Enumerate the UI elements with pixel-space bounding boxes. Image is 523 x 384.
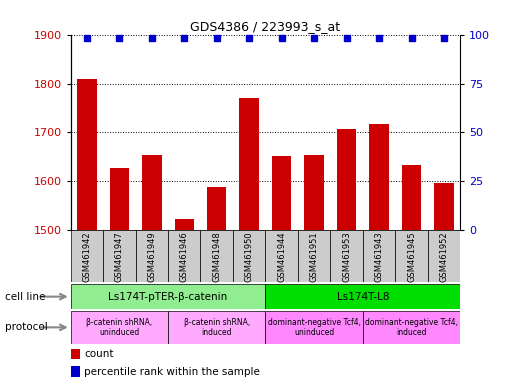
Bar	[103, 230, 135, 282]
Bar	[331, 230, 363, 282]
Text: Ls174T-L8: Ls174T-L8	[337, 291, 389, 302]
Text: GSM461950: GSM461950	[245, 231, 254, 281]
Bar	[135, 230, 168, 282]
Bar	[240, 98, 259, 230]
Bar	[272, 156, 291, 230]
Bar	[337, 129, 356, 230]
Bar	[266, 284, 460, 309]
Text: count: count	[84, 349, 113, 359]
Bar	[266, 230, 298, 282]
Bar	[428, 230, 460, 282]
Text: GSM461946: GSM461946	[180, 231, 189, 282]
Title: GDS4386 / 223993_s_at: GDS4386 / 223993_s_at	[190, 20, 340, 33]
Bar	[363, 230, 395, 282]
Text: GSM461952: GSM461952	[439, 231, 449, 281]
Bar	[142, 154, 162, 230]
Bar	[395, 230, 428, 282]
Text: β-catenin shRNA,
induced: β-catenin shRNA, induced	[184, 318, 250, 337]
Text: GSM461949: GSM461949	[147, 231, 156, 281]
Text: protocol: protocol	[5, 322, 48, 333]
Bar	[71, 349, 81, 359]
Text: GSM461951: GSM461951	[310, 231, 319, 281]
Bar	[233, 230, 266, 282]
Text: dominant-negative Tcf4,
uninduced: dominant-negative Tcf4, uninduced	[268, 318, 361, 337]
Bar	[110, 168, 129, 230]
Bar	[304, 154, 324, 230]
Text: GSM461943: GSM461943	[374, 231, 383, 282]
Text: GSM461942: GSM461942	[82, 231, 92, 281]
Text: GSM461944: GSM461944	[277, 231, 286, 281]
Text: GSM461948: GSM461948	[212, 231, 221, 282]
Text: GSM461945: GSM461945	[407, 231, 416, 281]
Bar	[175, 219, 194, 230]
Bar	[434, 183, 454, 230]
Text: dominant-negative Tcf4,
induced: dominant-negative Tcf4, induced	[365, 318, 458, 337]
Bar	[77, 79, 97, 230]
Text: cell line: cell line	[5, 291, 46, 302]
Bar	[168, 311, 266, 344]
Bar	[402, 165, 421, 230]
Bar	[71, 311, 168, 344]
Bar	[168, 230, 200, 282]
Bar	[298, 230, 331, 282]
Bar	[71, 230, 103, 282]
Text: GSM461953: GSM461953	[342, 231, 351, 282]
Bar	[207, 187, 226, 230]
Bar	[200, 230, 233, 282]
Bar	[71, 366, 81, 377]
Text: GSM461947: GSM461947	[115, 231, 124, 282]
Bar	[71, 284, 266, 309]
Text: β-catenin shRNA,
uninduced: β-catenin shRNA, uninduced	[86, 318, 152, 337]
Text: Ls174T-pTER-β-catenin: Ls174T-pTER-β-catenin	[108, 291, 228, 302]
Bar	[363, 311, 460, 344]
Bar	[369, 124, 389, 230]
Bar	[266, 311, 363, 344]
Text: percentile rank within the sample: percentile rank within the sample	[84, 366, 260, 377]
